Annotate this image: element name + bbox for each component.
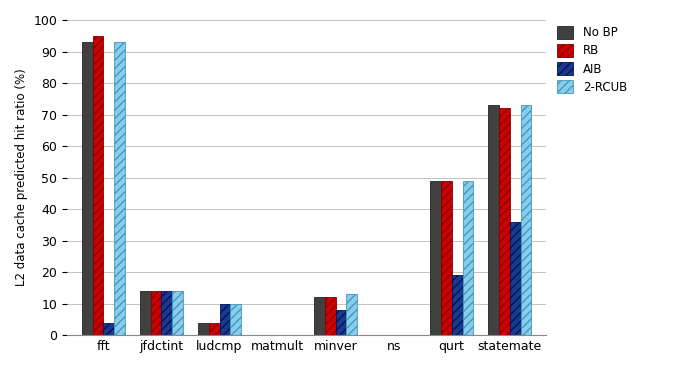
Bar (209, 322, 220, 335)
Bar (114, 42, 125, 335)
Bar (463, 181, 473, 335)
Bar (314, 297, 325, 335)
Bar (441, 181, 452, 335)
Bar (488, 105, 499, 335)
Bar (452, 275, 463, 335)
Bar (521, 105, 531, 335)
Bar (197, 322, 209, 335)
Bar (150, 291, 162, 335)
Bar (430, 181, 441, 335)
Bar (499, 108, 510, 335)
Legend: No BP, RB, AIB, 2-RCUB: No BP, RB, AIB, 2-RCUB (556, 26, 627, 93)
Bar (220, 304, 230, 335)
Bar (335, 310, 346, 335)
Bar (104, 322, 114, 335)
Bar (346, 294, 358, 335)
Bar (230, 304, 241, 335)
Bar (325, 297, 335, 335)
Bar (82, 42, 92, 335)
Y-axis label: L2 data cache predicted hit ratio (%): L2 data cache predicted hit ratio (%) (15, 69, 28, 286)
Bar (510, 222, 521, 335)
Bar (92, 36, 104, 335)
Bar (162, 291, 172, 335)
Bar (172, 291, 183, 335)
Bar (140, 291, 150, 335)
